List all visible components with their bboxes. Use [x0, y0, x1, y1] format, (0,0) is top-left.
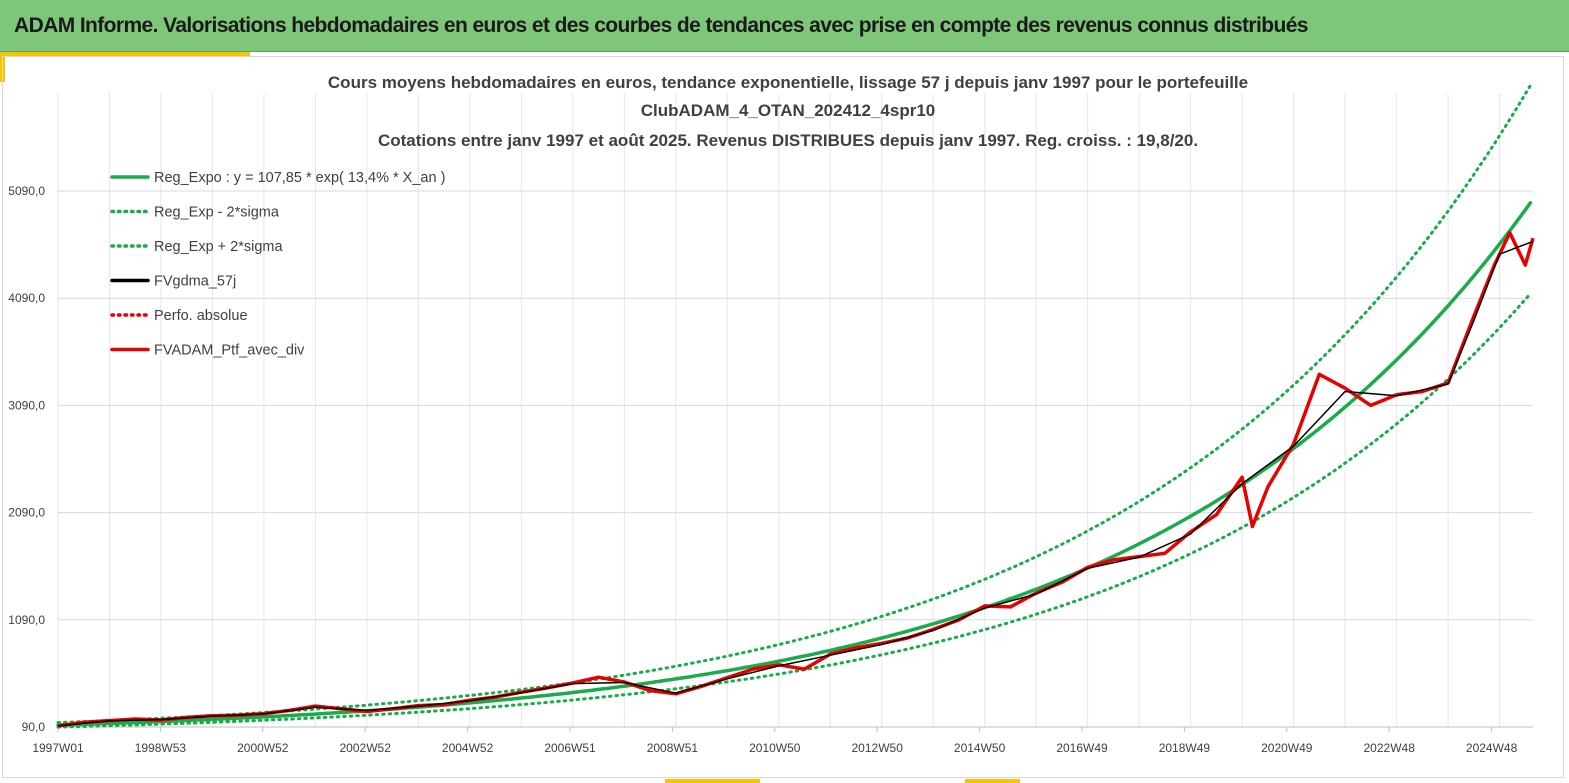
legend-label: Reg_Exp + 2*sigma: [154, 239, 283, 255]
x-tick-label: 2022W48: [1364, 741, 1416, 755]
legend-label: Reg_Exp - 2*sigma: [154, 205, 280, 221]
banner: ADAM Informe. Valorisations hebdomadaire…: [0, 0, 1569, 52]
x-tick-label: 2018W49: [1159, 741, 1211, 755]
x-tick-label: 2020W49: [1261, 741, 1313, 755]
bottom-accent-2: [965, 779, 1020, 783]
y-tick-label: 1090,0: [8, 613, 45, 627]
y-tick-label: 2090,0: [8, 506, 45, 520]
regression-line: [56, 201, 1533, 727]
legend-label: FVADAM_Ptf_avec_div: [154, 343, 305, 359]
x-tick-label: 2012W50: [852, 741, 904, 755]
x-tick-label: 2004W52: [442, 741, 494, 755]
legend-label: FVgdma_57j: [154, 274, 236, 290]
x-tick-label: 2010W50: [749, 741, 801, 755]
upper-band-line: [56, 83, 1532, 724]
accent-bar: [0, 52, 250, 56]
x-tick-label: 2024W48: [1466, 741, 1518, 755]
chart-title-line: Cours moyens hebdomadaires en euros, ten…: [328, 73, 1248, 92]
x-tick-label: 2016W49: [1056, 741, 1108, 755]
x-tick-label: 2014W50: [954, 741, 1006, 755]
chart-title-line: ClubADAM_4_OTAN_202412_4spr10: [641, 101, 935, 120]
bottom-accent-1: [665, 779, 760, 783]
smoothed-line: [57, 240, 1534, 727]
x-tick-label: 2000W52: [237, 741, 289, 755]
portfolio-line: [57, 231, 1535, 728]
banner-title: ADAM Informe. Valorisations hebdomadaire…: [14, 14, 1308, 37]
legend-label: Reg_Expo : y = 107,85 * exp( 13,4% * X_a…: [154, 170, 445, 186]
x-tick-label: 2006W51: [544, 741, 596, 755]
chart-title-line: Cotations entre janv 1997 et août 2025. …: [378, 131, 1198, 150]
y-tick-label: 4090,0: [8, 291, 45, 305]
x-tick-label: 2008W51: [647, 741, 699, 755]
lower-band-line: [56, 292, 1532, 729]
x-tick-label: 2002W52: [340, 741, 392, 755]
y-tick-label: 90,0: [22, 720, 46, 734]
x-tick-label: 1997W01: [32, 741, 84, 755]
x-tick-label: 1998W53: [135, 741, 187, 755]
y-tick-label: 5090,0: [8, 184, 45, 198]
legend-label: Perfo. absolue: [154, 308, 248, 324]
y-tick-label: 3090,0: [8, 398, 45, 412]
chart-frame: [2, 56, 1564, 778]
